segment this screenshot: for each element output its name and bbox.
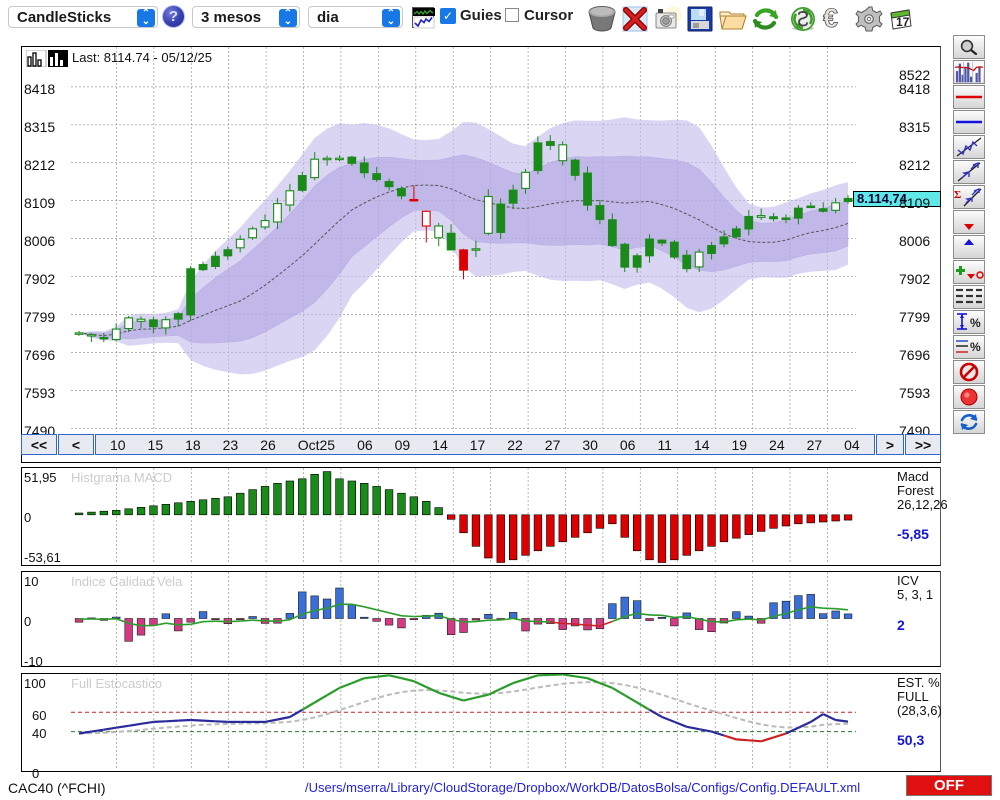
svg-text:%: % xyxy=(970,316,981,330)
svg-text:€: € xyxy=(823,6,838,33)
svg-text:Σ: Σ xyxy=(954,189,961,201)
svg-text:17: 17 xyxy=(896,15,910,29)
svg-text:%: % xyxy=(970,340,981,354)
